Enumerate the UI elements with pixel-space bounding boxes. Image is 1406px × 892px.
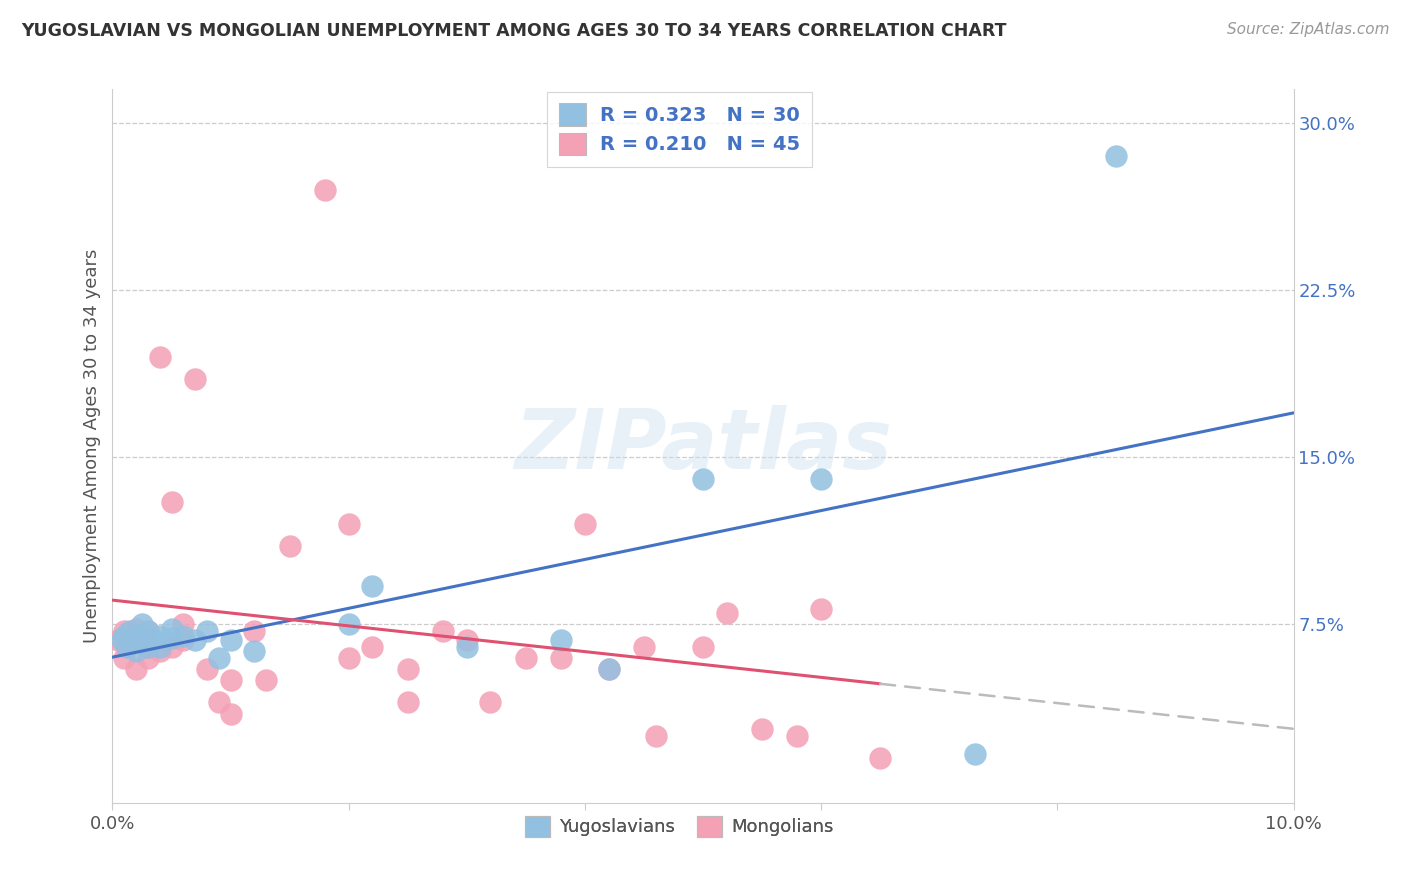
Point xyxy=(692,472,714,486)
Point xyxy=(136,640,159,654)
Point xyxy=(869,751,891,765)
Point xyxy=(515,651,537,665)
Point xyxy=(786,729,808,743)
Point xyxy=(598,662,620,676)
Text: ZIPatlas: ZIPatlas xyxy=(515,406,891,486)
Point xyxy=(127,633,149,648)
Point xyxy=(810,601,832,615)
Point xyxy=(125,662,148,676)
Legend: Yugoslavians, Mongolians: Yugoslavians, Mongolians xyxy=(517,808,841,844)
Point xyxy=(125,644,148,658)
Point xyxy=(160,631,183,645)
Point xyxy=(1105,149,1128,163)
Point xyxy=(337,617,360,632)
Point xyxy=(574,517,596,532)
Point xyxy=(112,651,135,665)
Point xyxy=(254,673,277,687)
Point xyxy=(432,624,454,639)
Point xyxy=(136,640,159,654)
Point xyxy=(195,624,218,639)
Point xyxy=(361,580,384,594)
Point xyxy=(172,628,194,642)
Point xyxy=(172,617,194,632)
Point xyxy=(278,539,301,553)
Point xyxy=(149,644,172,658)
Point xyxy=(125,622,148,636)
Point xyxy=(692,640,714,654)
Point xyxy=(120,628,142,642)
Point xyxy=(361,640,384,654)
Point xyxy=(337,517,360,532)
Point xyxy=(112,624,135,639)
Point xyxy=(479,696,502,710)
Point xyxy=(136,624,159,639)
Point xyxy=(396,696,419,710)
Point xyxy=(716,607,738,621)
Point xyxy=(810,472,832,486)
Point xyxy=(115,640,138,654)
Point xyxy=(195,662,218,676)
Point xyxy=(149,350,172,364)
Point xyxy=(160,622,183,636)
Point xyxy=(644,729,666,743)
Point xyxy=(337,651,360,665)
Point xyxy=(184,372,207,386)
Point xyxy=(142,633,165,648)
Point xyxy=(136,651,159,665)
Point xyxy=(107,633,129,648)
Point xyxy=(136,624,159,639)
Point xyxy=(314,182,336,196)
Point xyxy=(243,624,266,639)
Point xyxy=(115,640,138,654)
Point xyxy=(149,628,172,642)
Point xyxy=(550,651,572,665)
Text: Source: ZipAtlas.com: Source: ZipAtlas.com xyxy=(1226,22,1389,37)
Point xyxy=(149,640,172,654)
Point xyxy=(125,628,148,642)
Point xyxy=(160,494,183,508)
Point xyxy=(396,662,419,676)
Point xyxy=(208,651,231,665)
Point xyxy=(219,706,242,721)
Point xyxy=(456,633,478,648)
Point xyxy=(160,640,183,654)
Point xyxy=(219,673,242,687)
Point xyxy=(131,617,153,632)
Text: YUGOSLAVIAN VS MONGOLIAN UNEMPLOYMENT AMONG AGES 30 TO 34 YEARS CORRELATION CHAR: YUGOSLAVIAN VS MONGOLIAN UNEMPLOYMENT AM… xyxy=(21,22,1007,40)
Point xyxy=(112,628,135,642)
Point xyxy=(208,696,231,710)
Point xyxy=(172,633,194,648)
Point xyxy=(633,640,655,654)
Y-axis label: Unemployment Among Ages 30 to 34 years: Unemployment Among Ages 30 to 34 years xyxy=(83,249,101,643)
Point xyxy=(550,633,572,648)
Point xyxy=(184,633,207,648)
Point xyxy=(111,633,134,648)
Point xyxy=(963,747,986,761)
Point xyxy=(598,662,620,676)
Point xyxy=(456,640,478,654)
Point xyxy=(751,723,773,737)
Point xyxy=(219,633,242,648)
Point xyxy=(243,644,266,658)
Point xyxy=(120,624,142,639)
